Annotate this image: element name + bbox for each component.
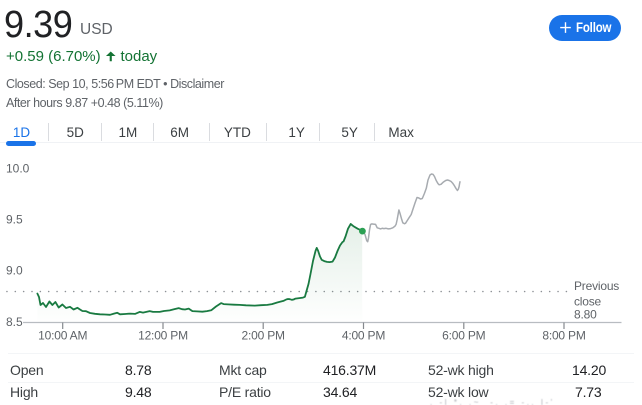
svg-text:8.80: 8.80 bbox=[574, 308, 597, 322]
svg-text:2:00 PM: 2:00 PM bbox=[242, 329, 285, 343]
svg-text:9.5: 9.5 bbox=[6, 213, 23, 227]
svg-text:8.5: 8.5 bbox=[6, 315, 23, 329]
svg-text:10.0: 10.0 bbox=[6, 162, 30, 176]
svg-text:6:00 PM: 6:00 PM bbox=[442, 329, 485, 343]
svg-text:10:00 AM: 10:00 AM bbox=[38, 329, 87, 343]
svg-text:8:00 PM: 8:00 PM bbox=[542, 329, 585, 343]
svg-text:12:00 PM: 12:00 PM bbox=[138, 329, 188, 343]
svg-text:4:00 PM: 4:00 PM bbox=[342, 329, 385, 343]
svg-text:9.0: 9.0 bbox=[6, 264, 23, 278]
svg-text:close: close bbox=[574, 295, 602, 309]
svg-text:Previous: Previous bbox=[574, 279, 619, 293]
